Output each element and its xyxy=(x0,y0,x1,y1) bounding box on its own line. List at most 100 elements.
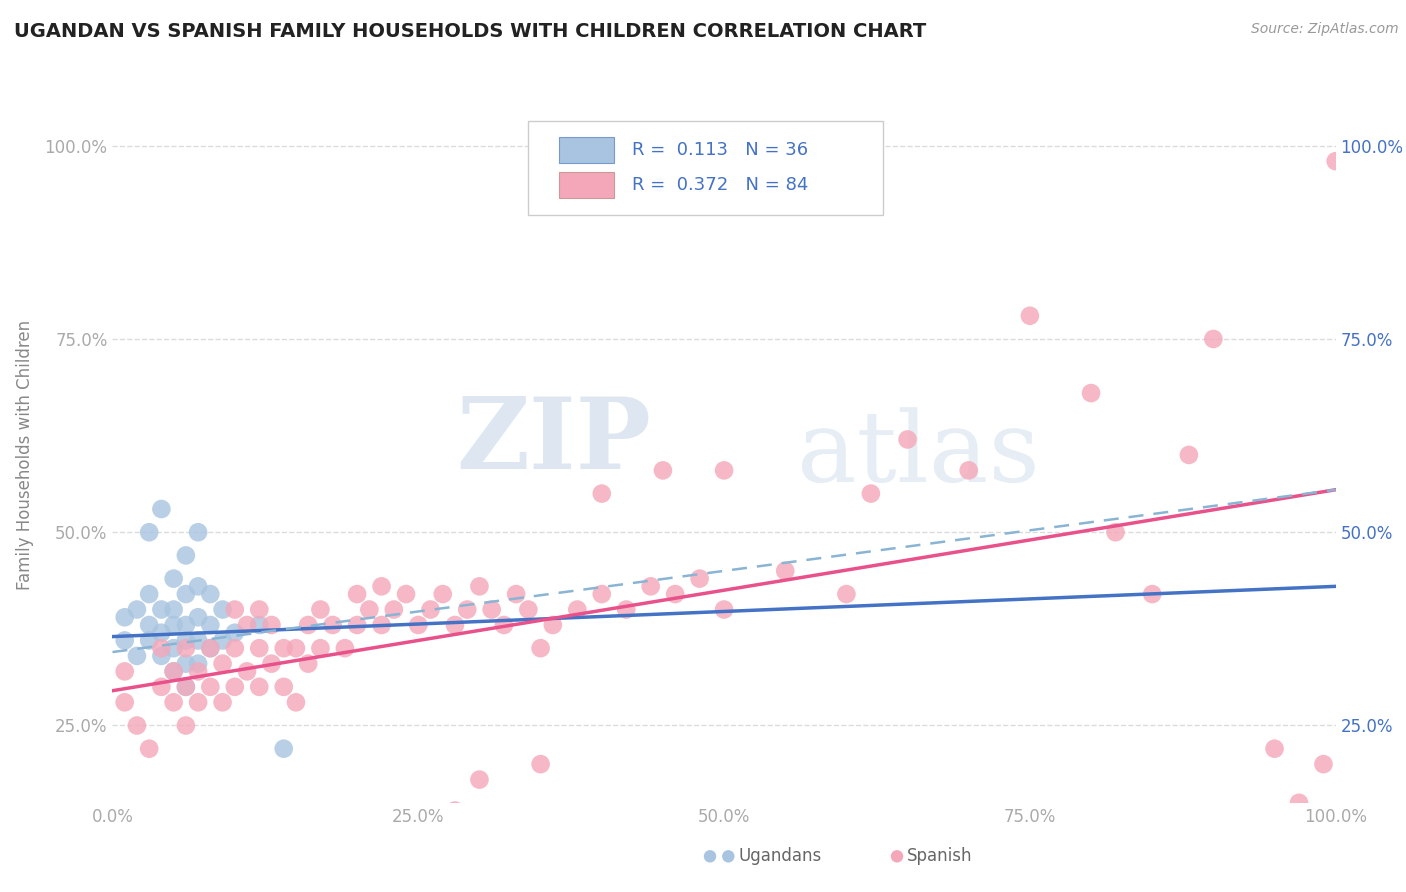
Point xyxy=(174,633,197,648)
Point xyxy=(200,641,222,656)
Point xyxy=(211,602,233,616)
Point xyxy=(1202,332,1225,346)
Point xyxy=(309,641,332,656)
Text: UGANDAN VS SPANISH FAMILY HOUSEHOLDS WITH CHILDREN CORRELATION CHART: UGANDAN VS SPANISH FAMILY HOUSEHOLDS WIT… xyxy=(14,22,927,41)
Point xyxy=(382,602,405,616)
Point xyxy=(717,849,740,863)
Point xyxy=(529,757,551,772)
Point xyxy=(1288,796,1310,810)
Point xyxy=(187,633,209,648)
Point xyxy=(247,602,270,616)
Point xyxy=(273,680,295,694)
Point xyxy=(114,665,136,679)
Point xyxy=(200,618,222,632)
Point xyxy=(224,625,246,640)
Point xyxy=(247,680,270,694)
Point xyxy=(247,618,270,632)
Point xyxy=(1142,587,1164,601)
Point xyxy=(174,618,197,632)
Point xyxy=(260,657,283,671)
Point xyxy=(224,641,246,656)
Point xyxy=(224,680,246,694)
Point xyxy=(150,625,173,640)
Text: atlas: atlas xyxy=(797,407,1040,503)
Point xyxy=(174,549,197,563)
Point xyxy=(187,657,209,671)
Point xyxy=(273,741,295,756)
Point xyxy=(163,641,186,656)
Point xyxy=(150,680,173,694)
Point xyxy=(957,463,980,477)
Point xyxy=(236,618,259,632)
Point xyxy=(150,502,173,516)
Point xyxy=(273,641,295,656)
Point xyxy=(591,587,613,601)
Point xyxy=(163,618,186,632)
Point xyxy=(211,695,233,709)
Point xyxy=(408,618,430,632)
Point xyxy=(370,618,392,632)
Point xyxy=(699,849,721,863)
Point xyxy=(309,602,332,616)
Point xyxy=(713,602,735,616)
Point xyxy=(640,579,662,593)
Point xyxy=(224,602,246,616)
Point xyxy=(200,680,222,694)
Point xyxy=(359,602,381,616)
Point xyxy=(284,641,308,656)
Point xyxy=(284,695,308,709)
Point xyxy=(614,602,637,616)
Point xyxy=(125,718,148,732)
Point xyxy=(886,849,908,863)
Bar xyxy=(560,137,614,163)
Point xyxy=(297,618,319,632)
Point xyxy=(1018,309,1040,323)
Point xyxy=(567,602,589,616)
Point xyxy=(211,633,233,648)
Point xyxy=(163,695,186,709)
Text: Spanish: Spanish xyxy=(907,847,973,865)
Point xyxy=(1178,448,1201,462)
Bar xyxy=(560,172,614,198)
Point xyxy=(419,602,441,616)
Point xyxy=(174,680,197,694)
Point xyxy=(163,665,186,679)
Point xyxy=(138,618,160,632)
Point xyxy=(444,618,467,632)
Point xyxy=(370,579,392,593)
Point xyxy=(541,618,564,632)
Point xyxy=(652,463,675,477)
FancyBboxPatch shape xyxy=(529,121,883,215)
Point xyxy=(481,602,503,616)
Point xyxy=(114,695,136,709)
Text: Ugandans: Ugandans xyxy=(738,847,821,865)
Point xyxy=(138,633,160,648)
Point xyxy=(468,772,491,787)
Point xyxy=(114,633,136,648)
Point xyxy=(187,525,209,540)
Point xyxy=(236,665,259,679)
Point xyxy=(297,657,319,671)
Point xyxy=(114,610,136,624)
Point xyxy=(125,602,148,616)
Point xyxy=(713,463,735,477)
Point xyxy=(346,618,368,632)
Point xyxy=(1312,757,1334,772)
Point xyxy=(468,579,491,593)
Point xyxy=(163,665,186,679)
Point xyxy=(333,641,356,656)
Point xyxy=(859,486,882,500)
Point xyxy=(444,804,467,818)
Point xyxy=(138,587,160,601)
Point xyxy=(150,641,173,656)
Point xyxy=(187,610,209,624)
Point xyxy=(187,695,209,709)
Point xyxy=(1324,154,1347,169)
Point xyxy=(125,648,148,663)
Point xyxy=(591,486,613,500)
Point xyxy=(138,741,160,756)
Point xyxy=(1104,525,1126,540)
Point xyxy=(346,587,368,601)
Point xyxy=(664,587,686,601)
Point xyxy=(529,641,551,656)
